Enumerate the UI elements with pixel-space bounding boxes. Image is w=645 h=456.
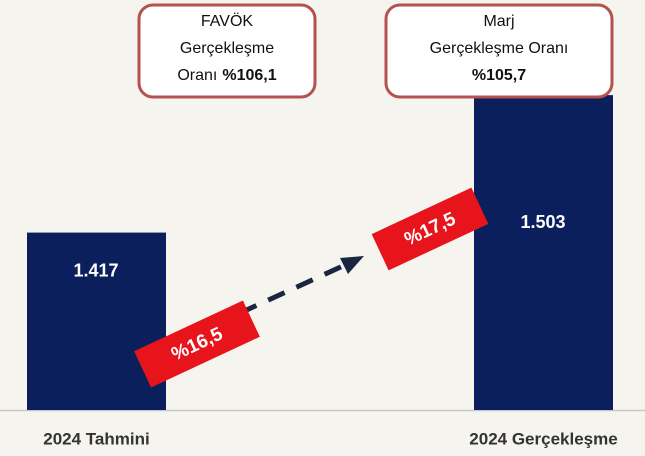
callout-segment: FAVÖK: [201, 12, 253, 30]
callout-box: [137, 3, 317, 99]
tag-background: [134, 300, 260, 388]
x-tick-label: 2024 Tahmini: [43, 429, 149, 448]
callout-text: %105,7: [472, 67, 526, 84]
callout-text: Gerçekleşme: [180, 40, 274, 57]
callout-segment: Gerçekleşme: [180, 40, 274, 57]
arrow-head: [340, 256, 364, 274]
bar: [27, 232, 166, 410]
trend-arrow: [238, 256, 364, 316]
callout-segment: %106,1: [222, 67, 276, 84]
callout-segment: Oranı: [177, 67, 217, 84]
callout-text: FAVÖK: [201, 12, 253, 30]
arrow-shaft: [238, 262, 347, 316]
callout-segment: %105,7: [472, 67, 526, 84]
callout-text: Oranı %106,1: [177, 67, 276, 84]
callout-segment: Marj: [483, 13, 514, 30]
callout-text: Gerçekleşme Oranı: [430, 40, 569, 57]
bar: [474, 95, 613, 410]
callout-segment: Gerçekleşme Oranı: [430, 40, 569, 57]
x-tick-label: 2024 Gerçekleşme: [469, 429, 617, 448]
callout-box: [384, 3, 614, 99]
callout-text: Marj: [483, 13, 514, 30]
tag-background: [371, 187, 489, 271]
value-label: 1.503: [520, 212, 565, 232]
value-label: 1.417: [73, 260, 118, 280]
